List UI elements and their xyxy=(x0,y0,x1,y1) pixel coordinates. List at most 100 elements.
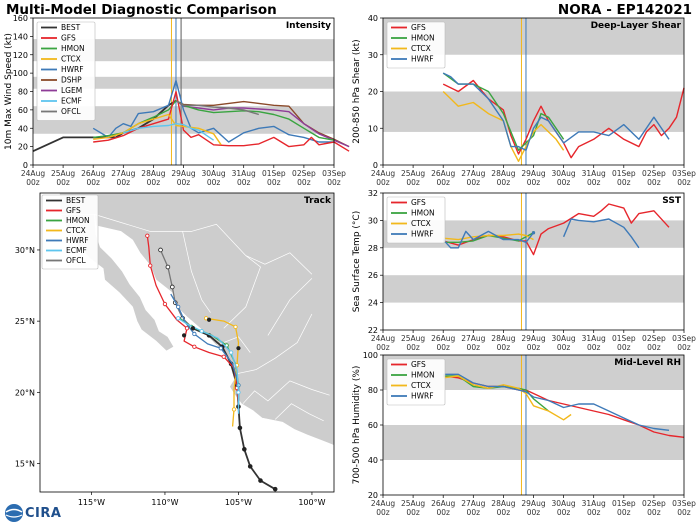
series-end-marker xyxy=(531,231,536,235)
x-tick-date: 03Sep xyxy=(672,499,696,508)
x-tick-date: 28Aug xyxy=(491,334,515,343)
series-line-hwrf xyxy=(443,373,670,431)
lon-tick-label: 100°W xyxy=(298,498,325,507)
x-tick-hour: 00z xyxy=(497,178,511,187)
lat-tick-label: 30°N xyxy=(15,246,35,255)
x-tick-hour: 00z xyxy=(327,178,341,187)
x-tick-hour: 00z xyxy=(147,178,161,187)
figure-title: Multi-Model Diagnostic Comparison xyxy=(6,2,277,18)
climo-band xyxy=(383,425,684,460)
series-line-ofcl xyxy=(175,100,260,116)
x-tick-hour: 00z xyxy=(527,178,541,187)
x-tick-hour: 00z xyxy=(677,508,691,517)
x-tick-date: 29Aug xyxy=(521,334,545,343)
state-border xyxy=(60,214,313,275)
x-tick-date: 03Sep xyxy=(322,169,346,178)
x-tick-date: 28Aug xyxy=(491,169,515,178)
series-line-hwrf xyxy=(442,72,670,151)
x-tick-date: 27Aug xyxy=(461,169,485,178)
track-line-hwrf xyxy=(170,293,240,407)
y-tick-label: 80 xyxy=(18,88,28,97)
track-point xyxy=(176,316,181,321)
lon-tick-label: 110°W xyxy=(151,498,178,507)
legend-entry: HMON xyxy=(61,44,85,53)
x-tick-hour: 00z xyxy=(177,178,191,187)
y-tick-label: 100 xyxy=(13,69,28,78)
y-tick-label: 30 xyxy=(368,51,378,60)
series-line-lgem xyxy=(175,100,350,148)
legend-entry: BEST xyxy=(61,23,81,32)
x-tick-date: 31Aug xyxy=(582,169,606,178)
x-tick-date: 31Aug xyxy=(582,499,606,508)
x-tick-hour: 00z xyxy=(237,178,251,187)
y-tick-label: 40 xyxy=(368,14,378,23)
x-tick-date: 25Aug xyxy=(401,169,425,178)
x-tick-hour: 00z xyxy=(677,178,691,187)
y-tick-label: 40 xyxy=(18,124,28,133)
lon-tick-label: 115°W xyxy=(78,498,105,507)
legend-entry: GFS xyxy=(411,23,426,32)
panel-title: Mid-Level RH xyxy=(614,358,681,368)
y-tick-label: 26 xyxy=(368,271,378,280)
x-tick-date: 27Aug xyxy=(461,334,485,343)
y-tick-label: 160 xyxy=(13,14,28,23)
series-line-ecmf xyxy=(123,123,214,141)
x-tick-hour: 00z xyxy=(617,178,631,187)
legend-entry: OFCL xyxy=(66,256,86,265)
legend-entry: HWRF xyxy=(411,392,434,401)
track-point xyxy=(218,346,223,351)
x-tick-date: 31Aug xyxy=(582,334,606,343)
x-tick-date: 02Sep xyxy=(642,334,666,343)
y-tick-label: 60 xyxy=(18,106,28,115)
x-tick-hour: 00z xyxy=(677,343,691,352)
track-point xyxy=(258,478,263,483)
track-point xyxy=(237,425,243,431)
x-tick-hour: 00z xyxy=(406,178,420,187)
legend-entry: OFCL xyxy=(61,107,81,116)
x-tick-date: 01Sep xyxy=(612,334,636,343)
track-point xyxy=(192,344,197,349)
x-tick-hour: 00z xyxy=(376,508,390,517)
y-tick-label: 32 xyxy=(368,189,378,198)
x-tick-date: 26Aug xyxy=(431,499,455,508)
x-tick-hour: 00z xyxy=(436,508,450,517)
x-tick-date: 30Aug xyxy=(551,499,575,508)
panel-title: Deep-Layer Shear xyxy=(591,21,682,31)
x-tick-date: 28Aug xyxy=(491,499,515,508)
y-tick-label: 20 xyxy=(18,143,28,152)
x-tick-date: 01Sep xyxy=(612,499,636,508)
x-tick-hour: 00z xyxy=(297,178,311,187)
x-tick-hour: 00z xyxy=(497,343,511,352)
legend-entry: ECMF xyxy=(66,246,87,255)
map-frame xyxy=(39,192,335,493)
y-tick-label: 100 xyxy=(363,351,378,360)
x-tick-hour: 00z xyxy=(117,178,131,187)
track-point xyxy=(162,301,168,307)
x-tick-hour: 00z xyxy=(617,343,631,352)
x-tick-date: 29Aug xyxy=(521,499,545,508)
lat-tick-label: 15°N xyxy=(15,460,35,469)
track-point xyxy=(272,486,278,492)
lat-tick-label: 25°N xyxy=(15,317,35,326)
y-tick-label: 60 xyxy=(368,421,378,430)
track-point xyxy=(236,346,241,351)
track-point xyxy=(247,464,253,469)
track-point xyxy=(236,390,241,395)
y-tick-label: 120 xyxy=(13,51,28,60)
x-tick-hour: 00z xyxy=(406,508,420,517)
state-border xyxy=(229,313,313,376)
track-point xyxy=(148,263,153,268)
x-tick-date: 25Aug xyxy=(401,499,425,508)
cira-logo: CIRA xyxy=(4,503,61,523)
track-point xyxy=(158,247,163,253)
y-axis-label: 700-500 hPa Humidity (%) xyxy=(352,366,362,485)
track-point xyxy=(145,233,150,238)
track-point xyxy=(228,350,234,355)
series-line-ctcx xyxy=(93,113,222,146)
legend-entry: CTCX xyxy=(411,219,431,228)
legend-entry: CTCX xyxy=(411,381,431,390)
